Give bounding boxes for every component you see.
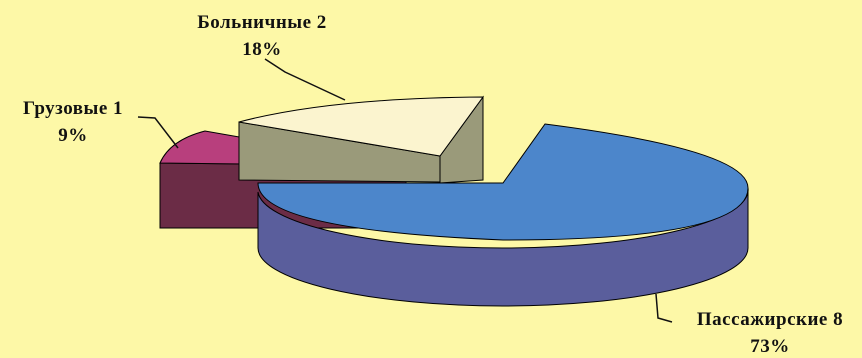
slice-passazhirskie-top <box>257 123 749 241</box>
data-label-passazhirskie-value: 8 <box>833 309 843 330</box>
data-label-bolnichnye-percent: 18% <box>242 39 282 60</box>
data-label-gruzovye-value: 1 <box>113 98 123 119</box>
data-label-bolnichnye-value: 2 <box>317 12 327 33</box>
data-label-gruzovye-name: Грузовые <box>23 98 108 119</box>
slice-passazhirskie-side <box>257 187 749 307</box>
leader-line-passazhirskie <box>655 293 673 323</box>
slice-passazhirskie <box>257 123 749 307</box>
leader-line-bolnichnye <box>264 58 346 101</box>
data-label-bolnichnye-name: Больничные <box>197 12 311 33</box>
data-label-bolnichnye: Больничные 2 <box>197 12 327 33</box>
data-label-gruzovye-percent: 9% <box>58 125 88 146</box>
slice-bolnichnye-top <box>238 96 484 157</box>
data-label-passazhirskie: Пассажирские 8 <box>697 309 843 330</box>
data-label-passazhirskie-name: Пассажирские <box>697 309 828 330</box>
leader-lines <box>137 58 673 323</box>
leader-line-gruzovye <box>137 116 179 149</box>
slice-bolnichnye <box>238 95 484 184</box>
slice-shapes <box>159 95 749 307</box>
data-labels: Больничные 2 18% Грузовые 1 9% Пассажирс… <box>23 12 843 357</box>
data-label-gruzovye: Грузовые 1 <box>23 98 123 119</box>
data-label-passazhirskie-percent: 73% <box>750 336 790 357</box>
